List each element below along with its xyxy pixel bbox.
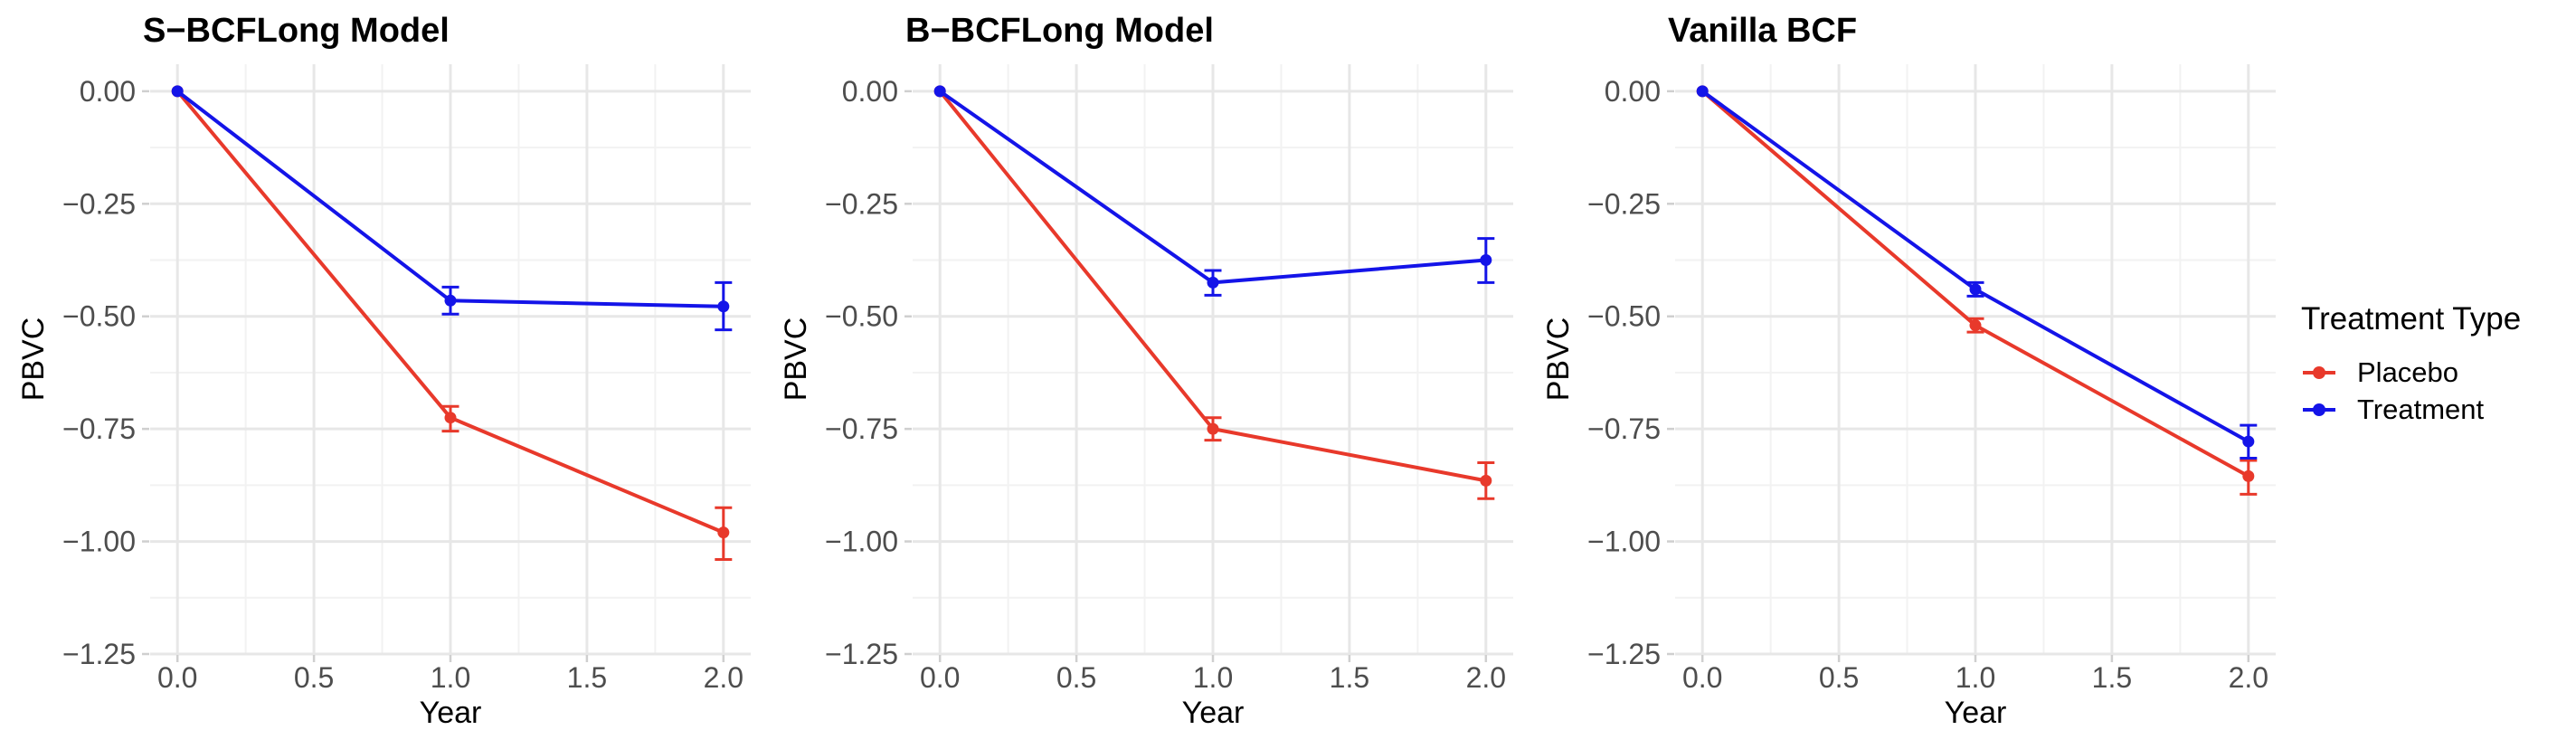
y-axis-tick-label: −1.00 <box>825 526 898 558</box>
data-point-placebo <box>1207 422 1219 435</box>
data-point-treatment <box>2242 435 2255 448</box>
y-axis-tick-label: −0.25 <box>825 187 898 220</box>
data-point-treatment <box>1696 85 1709 98</box>
legend-item-label: Placebo <box>2357 356 2459 388</box>
chart-vanilla-bcf: 0.00 −0.25 −0.50 −0.75 −1.00 −1.25 0.0 0.5 1.0 1.… <box>1587 64 2276 694</box>
panel-title-s-bcflong: S−BCFLong Model <box>143 12 450 50</box>
legend-item-treatment: Treatment <box>2301 391 2521 428</box>
x-axis-tick-label: 2.0 <box>2229 661 2268 694</box>
x-axis-tick-label: 0.0 <box>1682 661 1722 694</box>
data-point-treatment <box>717 300 730 313</box>
data-point-placebo <box>1969 319 1982 332</box>
y-axis-tick-label: −0.75 <box>62 412 136 445</box>
data-point-placebo <box>2242 469 2255 482</box>
y-axis-tick-label: −1.00 <box>62 526 136 558</box>
y-axis-tick-label: −1.25 <box>62 638 136 670</box>
y-axis-tick-label: −0.25 <box>62 187 136 220</box>
x-axis-tick-label: 0.5 <box>1056 661 1096 694</box>
x-axis-tick-label: 2.0 <box>1466 661 1506 694</box>
panel-title-b-bcflong: B−BCFLong Model <box>905 12 1214 50</box>
y-axis-tick-label: −0.50 <box>1587 300 1661 333</box>
data-point-placebo <box>1480 474 1492 487</box>
x-axis-tick-label: 1.5 <box>1330 661 1369 694</box>
data-point-treatment <box>1480 254 1492 267</box>
x-axis-tick-label: 1.5 <box>567 661 607 694</box>
chart-s-bcflong: 0.00 −0.25 −0.50 −0.75 −1.00 −1.25 0.0 0.5 1.0 1.… <box>62 64 751 694</box>
data-point-treatment <box>933 85 946 98</box>
legend-item-label: Treatment <box>2357 393 2485 425</box>
data-point-treatment <box>444 294 457 307</box>
y-axis-tick-label: 0.00 <box>1605 75 1661 108</box>
x-axis-tick-label: 0.0 <box>920 661 960 694</box>
y-axis-tick-label: −1.00 <box>1587 526 1661 558</box>
legend-item-placebo: Placebo <box>2301 354 2521 391</box>
x-axis-tick-label: 1.5 <box>2092 661 2132 694</box>
panel-b-bcflong: B−BCFLong Model PBVC 0.00 −0.25 −0.50 −0.75… <box>762 0 1525 749</box>
chart-b-bcflong: 0.00 −0.25 −0.50 −0.75 −1.00 −1.25 0.0 0.5 1.0 1.… <box>825 64 1513 694</box>
y-axis-tick-label: −0.75 <box>825 412 898 445</box>
y-axis-tick-label: 0.00 <box>80 75 136 108</box>
data-point-treatment <box>1207 276 1219 289</box>
panel-title-vanilla-bcf: Vanilla BCF <box>1668 12 1858 50</box>
legend-key-treatment-icon <box>2303 403 2335 416</box>
legend: Treatment Type Placebo Treatment <box>2301 301 2521 428</box>
x-axis-tick-label: 0.0 <box>157 661 197 694</box>
x-axis-tick-label: 2.0 <box>704 661 743 694</box>
y-axis-tick-label: −1.25 <box>1587 638 1661 670</box>
y-axis-tick-label: −0.75 <box>1587 412 1661 445</box>
data-point-placebo <box>444 412 457 424</box>
panel-s-bcflong: S−BCFLong Model PBVC 0.00 −0.25 −0.50 −0.75… <box>0 0 762 749</box>
y-axis-tick-label: −0.50 <box>825 300 898 333</box>
x-axis-title: Year <box>419 696 482 730</box>
x-axis-tick-label: 1.0 <box>431 661 470 694</box>
y-axis-tick-label: −0.50 <box>62 300 136 333</box>
x-axis-title: Year <box>1944 696 2007 730</box>
x-axis-tick-label: 1.0 <box>1956 661 1995 694</box>
legend-title: Treatment Type <box>2301 301 2522 337</box>
x-axis-title: Year <box>1181 696 1245 730</box>
x-axis-tick-label: 1.0 <box>1193 661 1233 694</box>
y-axis-tick-label: −0.25 <box>1587 187 1661 220</box>
data-point-treatment <box>171 85 184 98</box>
y-axis-tick-label: −1.25 <box>825 638 898 670</box>
y-axis-tick-label: 0.00 <box>842 75 898 108</box>
legend-key-placebo-icon <box>2303 365 2335 379</box>
x-axis-tick-label: 0.5 <box>294 661 334 694</box>
x-axis-tick-label: 0.5 <box>1819 661 1859 694</box>
data-point-placebo <box>717 526 730 539</box>
panel-vanilla-bcf: Vanilla BCF PBVC 0.00 −0.25 −0.50 −0.75 −1.0… <box>1525 0 2287 749</box>
data-point-treatment <box>1969 283 1982 296</box>
